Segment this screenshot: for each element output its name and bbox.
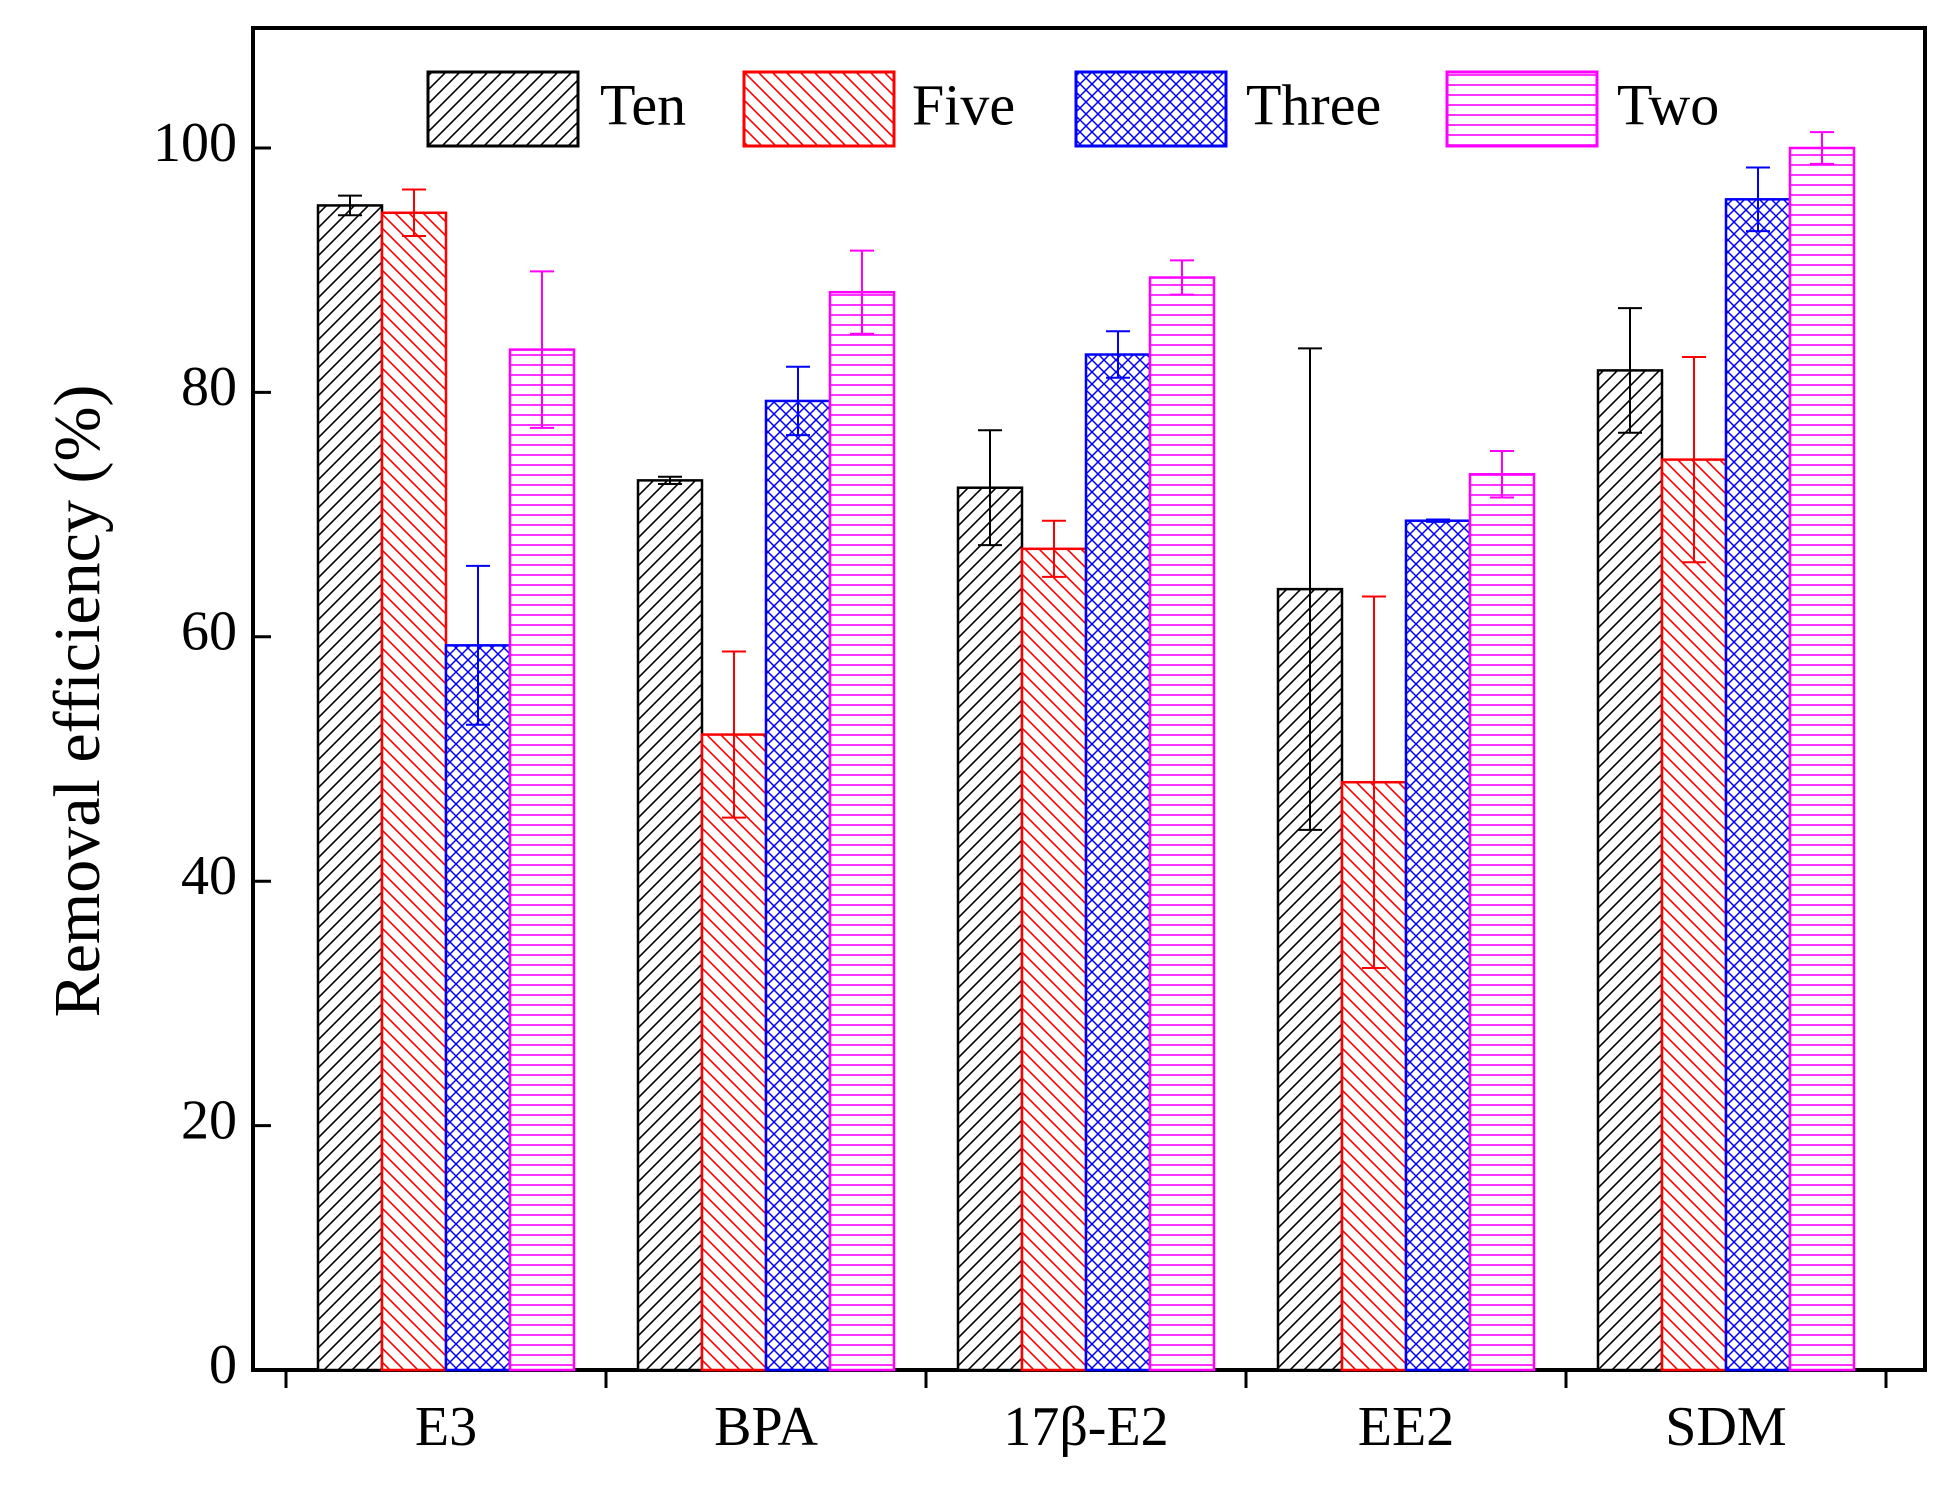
bar-two-4 (1788, 146, 1856, 1372)
bar-five-0 (380, 211, 448, 1372)
legend-label-three: Three (1246, 72, 1381, 137)
y-tick-label-60: 60 (181, 601, 237, 663)
x-tick-label-0: E3 (415, 1396, 477, 1458)
y-tick-label-40: 40 (181, 845, 237, 907)
bar-two-2 (1148, 276, 1216, 1372)
bar-three-3 (1404, 519, 1472, 1372)
y-axis-title: Removal efficiency (%) (41, 385, 114, 1018)
bar-ten-2 (956, 486, 1024, 1372)
bar-two-3 (1468, 473, 1536, 1372)
bar-ten-4 (1596, 369, 1664, 1372)
error-bars-layer (338, 131, 1834, 969)
y-tick-label-100: 100 (153, 112, 237, 174)
x-tick-label-3: EE2 (1358, 1396, 1454, 1458)
bar-ten-1 (636, 479, 704, 1372)
bar-three-1 (764, 399, 832, 1372)
bar-two-1 (828, 290, 896, 1372)
legend-label-two: Two (1617, 72, 1719, 137)
legend-label-five: Five (912, 72, 1015, 137)
legend: Ten Five Three Two (426, 70, 1719, 148)
y-tick-label-80: 80 (181, 356, 237, 418)
legend-label-ten: Ten (600, 72, 686, 137)
bars-layer (316, 146, 1856, 1372)
y-tick-label-0: 0 (209, 1334, 237, 1396)
legend-swatch-ten (426, 70, 580, 148)
x-tick-label-2: 17β-E2 (1003, 1396, 1168, 1458)
bar-five-2 (1020, 547, 1088, 1372)
x-tick-label-4: SDM (1665, 1396, 1786, 1458)
y-axis: 0 20 40 60 80 100 (153, 112, 271, 1396)
bar-three-4 (1724, 198, 1792, 1372)
legend-swatch-two (1445, 70, 1599, 148)
bar-five-4 (1660, 458, 1728, 1372)
y-tick-label-20: 20 (181, 1089, 237, 1151)
bar-three-0 (444, 644, 512, 1372)
legend-swatch-five (742, 70, 896, 148)
x-tick-label-1: BPA (714, 1396, 818, 1458)
legend-swatch-three (1074, 70, 1228, 148)
x-axis: E3 BPA 17β-E2 EE2 SDM (284, 1370, 1888, 1458)
bar-two-0 (508, 348, 576, 1372)
bar-five-1 (700, 733, 768, 1372)
bar-three-2 (1084, 353, 1152, 1372)
bar-ten-0 (316, 204, 384, 1372)
